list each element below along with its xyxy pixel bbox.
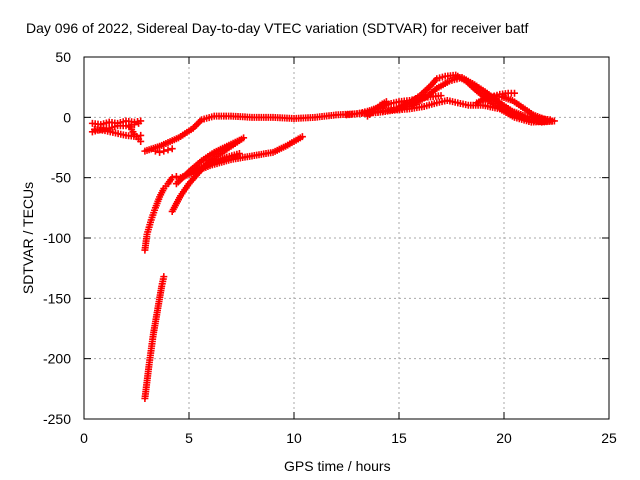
data-point [137, 131, 145, 139]
data-point [156, 148, 164, 156]
data-point [164, 146, 172, 154]
data-point [550, 117, 558, 125]
data-marks [88, 71, 558, 402]
grid-lines [84, 57, 609, 419]
series-arc-4 [126, 123, 145, 145]
data-point [235, 136, 243, 144]
data-point [168, 174, 176, 182]
y-tick-label: -150 [43, 290, 71, 306]
data-point [382, 98, 390, 106]
data-point [151, 147, 159, 155]
chart-title: Day 096 of 2022, Sidereal Day-to-day VTE… [26, 20, 529, 36]
data-point [160, 147, 168, 155]
series-arc-8 [141, 273, 168, 402]
series-arc-10 [172, 136, 243, 188]
x-tick-label: 20 [496, 430, 512, 446]
data-point [168, 145, 176, 153]
data-point [135, 119, 143, 127]
series-arc-12 [189, 150, 243, 176]
x-tick-label: 0 [80, 430, 88, 446]
x-tick-label: 5 [185, 430, 193, 446]
data-point [172, 172, 180, 180]
data-point [511, 89, 518, 97]
data-point [240, 134, 248, 142]
x-axis-label: GPS time / hours [284, 458, 391, 474]
data-point [437, 92, 445, 100]
series-arc-18 [479, 89, 518, 103]
series-arc-7 [141, 172, 180, 254]
axis-ticks: 0 5 10 15 20 25 -250 -200 -150 -100 -50 0 50 [43, 49, 617, 446]
series-arc-6 [151, 145, 176, 156]
data-point [235, 150, 243, 158]
y-tick-label: -250 [43, 411, 71, 427]
x-tick-label: 25 [601, 430, 617, 446]
data-point [298, 133, 306, 141]
data-point [137, 137, 145, 145]
y-tick-label: -50 [51, 170, 71, 186]
x-tick-label: 10 [286, 430, 302, 446]
data-point [542, 116, 550, 124]
y-tick-label: -200 [43, 351, 71, 367]
data-point [130, 121, 138, 129]
y-tick-label: 0 [63, 109, 71, 125]
y-tick-label: -100 [43, 230, 71, 246]
series-arc-16 [364, 98, 390, 120]
y-axis-label: SDTVAR / TECUs [20, 181, 37, 295]
x-tick-label: 15 [391, 430, 407, 446]
y-tick-label: 50 [55, 49, 71, 65]
data-point [160, 273, 168, 281]
